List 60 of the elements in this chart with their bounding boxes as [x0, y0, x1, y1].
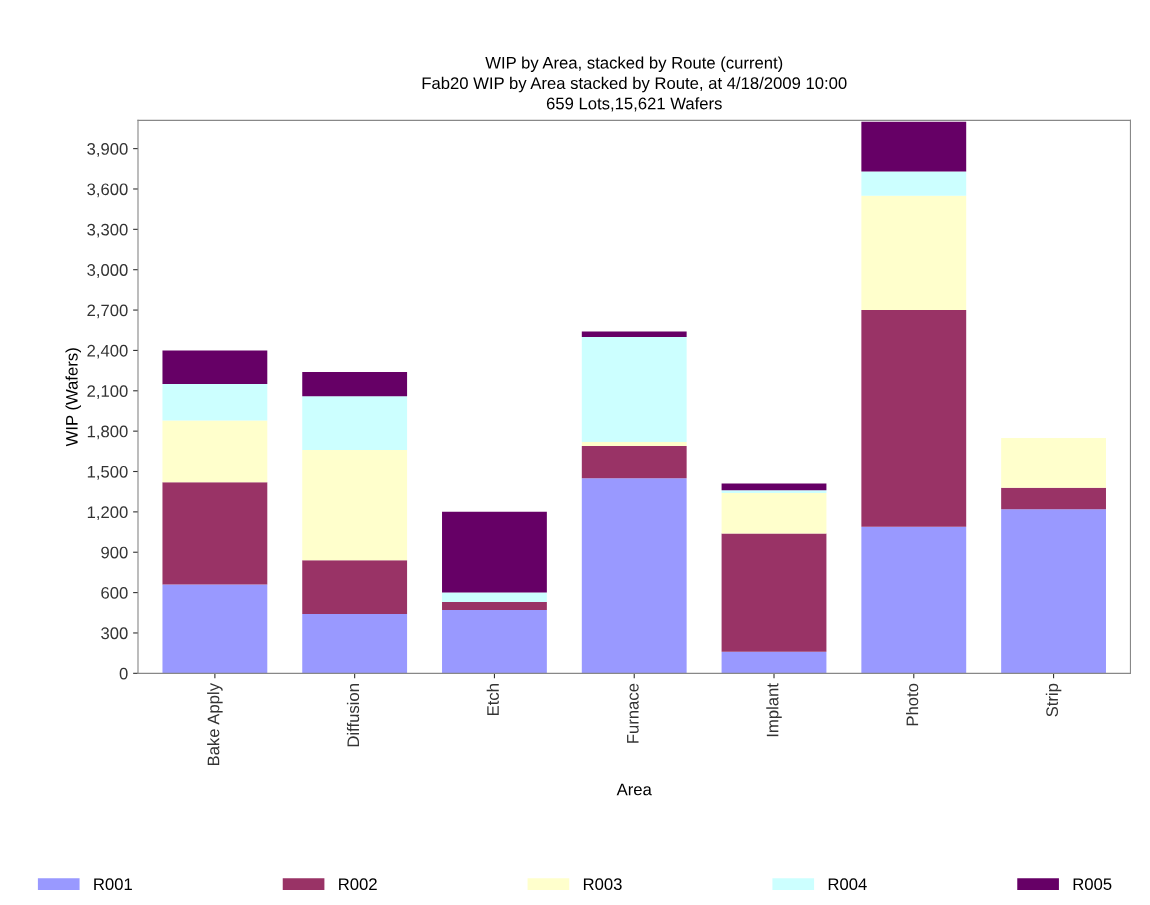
y-tick-label: 1,800: [87, 425, 128, 440]
bar: [581, 441, 687, 446]
bar: [162, 384, 268, 421]
bar: [721, 651, 827, 674]
bar: [861, 526, 967, 674]
bar: [861, 171, 967, 196]
bar: [302, 371, 408, 397]
y-tick-label: 2,700: [87, 304, 128, 319]
y-axis-title: WIP (Wafers): [65, 348, 82, 447]
y-tick-label: 3,900: [87, 143, 128, 157]
legend-label: R004: [828, 878, 867, 891]
legend-label: R001: [94, 878, 132, 891]
x-tick-label: Strip: [1045, 683, 1062, 717]
y-tick-label: 0: [119, 667, 128, 680]
bar: [721, 533, 827, 652]
x-tick-label: Etch: [486, 684, 499, 716]
legend-label: R005: [1073, 878, 1112, 891]
bar: [721, 490, 827, 494]
x-tick-label: Diffusion: [346, 684, 360, 747]
y-tick-label: 1,500: [87, 465, 128, 480]
bar: [721, 493, 827, 534]
bar: [861, 310, 967, 527]
y-tick-label: 2,100: [87, 385, 128, 399]
legend-label: R003: [583, 878, 622, 891]
bar: [442, 602, 547, 611]
y-tick-label: 2,400: [87, 344, 128, 359]
bar: [1001, 487, 1106, 510]
bar: [1001, 509, 1106, 674]
x-axis-title: Area: [616, 783, 652, 796]
bar: [581, 336, 687, 442]
y-tick-label: 3,000: [87, 264, 128, 278]
y-tick-label: 300: [101, 627, 128, 640]
y-tick-label: 3,300: [87, 223, 128, 238]
bar: [162, 350, 268, 385]
bar: [302, 396, 408, 450]
y-tick-label: 600: [101, 587, 128, 599]
chart-title: WIP by Area, stacked by Route (current) Fab20 WIP by Area stacked by Route, at 4/18/2009 10:00 659 Lots,15,621 Wafers: [422, 56, 847, 112]
bar: [1001, 437, 1106, 488]
x-tick-label: Photo: [906, 683, 919, 726]
x-tick-label: Implant: [766, 683, 782, 737]
bar: [581, 331, 687, 337]
bar: [442, 511, 547, 593]
x-tick-label: Furnace: [627, 683, 639, 743]
bar: [162, 482, 268, 585]
y-tick-label: 3,600: [87, 183, 128, 198]
x-tick-label: Bake Apply: [207, 683, 223, 766]
bar: [302, 560, 408, 615]
bar: [581, 478, 687, 674]
bar: [302, 614, 408, 674]
bar: [442, 592, 547, 603]
bar: [861, 195, 967, 311]
bar: [162, 584, 268, 674]
bar: [581, 445, 687, 479]
bar: [302, 449, 408, 561]
bar: [162, 420, 268, 483]
bar: [442, 610, 547, 674]
y-tick-label: 900: [101, 546, 128, 559]
legend-label: R002: [339, 878, 377, 891]
y-tick-label: 1,200: [87, 506, 128, 521]
bar: [861, 121, 967, 172]
